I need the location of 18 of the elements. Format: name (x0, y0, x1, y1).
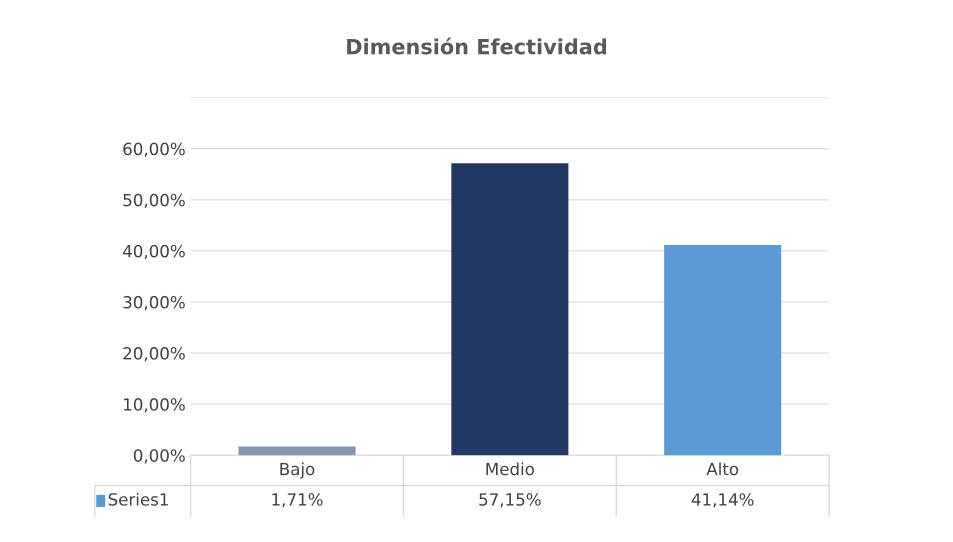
y-tick-label: 10,00% (124, 398, 185, 412)
legend-label: Series1 (108, 492, 168, 506)
bar (664, 245, 782, 456)
x-tick-label: Alto (706, 462, 738, 476)
x-tick-label: Bajo (280, 462, 314, 479)
y-tick-label: 40,00% (123, 244, 185, 260)
y-tick-label: 20,00% (123, 347, 185, 362)
data-label: 1,71% (272, 493, 323, 508)
y-tick-label: 60,00% (123, 142, 185, 157)
x-tick-label: Medio (486, 462, 534, 476)
y-tick-label: 30,00% (123, 296, 185, 310)
data-label: 41,14% (692, 493, 754, 508)
bar (238, 446, 356, 456)
chart-title: Dimensión Efectividad (347, 38, 606, 54)
y-tick-label: 50,00% (123, 194, 185, 208)
y-tick-label: 0,00% (134, 449, 185, 464)
bar (451, 163, 568, 456)
data-label: 57,15% (479, 493, 541, 508)
